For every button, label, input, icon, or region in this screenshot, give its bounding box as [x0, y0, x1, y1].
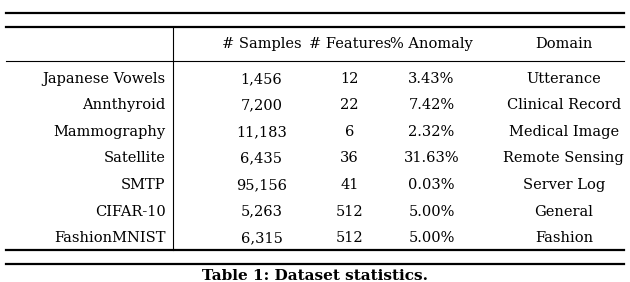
Text: # Features: # Features — [309, 37, 391, 51]
Text: Satellite: Satellite — [104, 151, 166, 166]
Text: Server Log: Server Log — [523, 178, 605, 192]
Text: Domain: Domain — [535, 37, 593, 51]
Text: 512: 512 — [336, 231, 364, 245]
Text: 2.32%: 2.32% — [408, 125, 455, 139]
Text: 12: 12 — [340, 72, 359, 86]
Text: # Samples: # Samples — [222, 37, 301, 51]
Text: 31.63%: 31.63% — [404, 151, 459, 166]
Text: 512: 512 — [336, 204, 364, 219]
Text: 7.42%: 7.42% — [408, 98, 455, 113]
Text: 6: 6 — [345, 125, 354, 139]
Text: Clinical Record: Clinical Record — [507, 98, 621, 113]
Text: % Anomaly: % Anomaly — [390, 37, 473, 51]
Text: 95,156: 95,156 — [236, 178, 287, 192]
Text: 36: 36 — [340, 151, 359, 166]
Text: SMTP: SMTP — [121, 178, 166, 192]
Text: Utterance: Utterance — [527, 72, 601, 86]
Text: 5.00%: 5.00% — [408, 231, 455, 245]
Text: Fashion: Fashion — [535, 231, 593, 245]
Text: General: General — [534, 204, 593, 219]
Text: 22: 22 — [340, 98, 359, 113]
Text: 5,263: 5,263 — [241, 204, 282, 219]
Text: 1,456: 1,456 — [241, 72, 282, 86]
Text: 6,435: 6,435 — [241, 151, 282, 166]
Text: CIFAR-10: CIFAR-10 — [95, 204, 166, 219]
Text: 0.03%: 0.03% — [408, 178, 455, 192]
Text: 5.00%: 5.00% — [408, 204, 455, 219]
Text: 3.43%: 3.43% — [408, 72, 455, 86]
Text: 41: 41 — [340, 178, 359, 192]
Text: Mammography: Mammography — [54, 125, 166, 139]
Text: Table 1: Dataset statistics.: Table 1: Dataset statistics. — [202, 269, 428, 282]
Text: 6,315: 6,315 — [241, 231, 282, 245]
Text: 11,183: 11,183 — [236, 125, 287, 139]
Text: Medical Image: Medical Image — [509, 125, 619, 139]
Text: FashionMNIST: FashionMNIST — [54, 231, 166, 245]
Text: 7,200: 7,200 — [241, 98, 282, 113]
Text: Remote Sensing: Remote Sensing — [503, 151, 624, 166]
Text: Annthyroid: Annthyroid — [83, 98, 166, 113]
Text: Japanese Vowels: Japanese Vowels — [43, 72, 166, 86]
